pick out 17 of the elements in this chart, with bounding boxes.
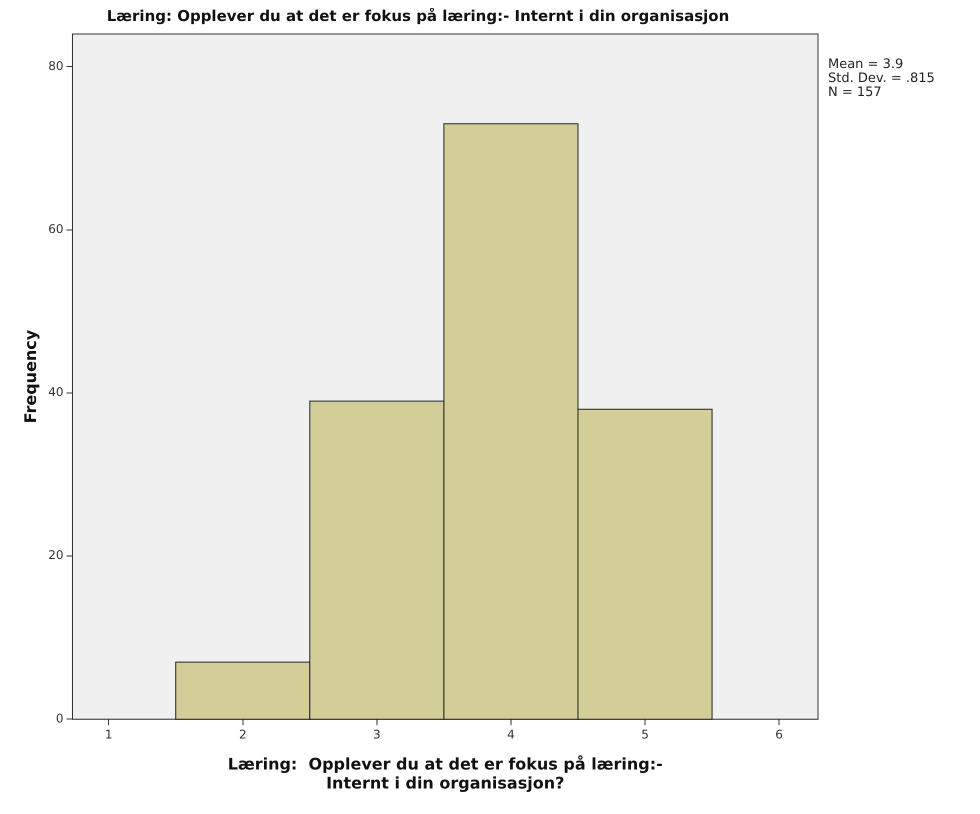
y-tick-label: 20 <box>48 548 64 562</box>
x-tick-label: 3 <box>373 728 381 742</box>
y-tick-label: 40 <box>48 385 64 400</box>
x-tick-label: 2 <box>238 728 247 742</box>
y-tick-label: 0 <box>56 711 64 726</box>
x-tick-label: 5 <box>641 728 649 742</box>
x-tick-label: 1 <box>104 728 112 742</box>
text: N = 157 <box>828 85 883 100</box>
y-tick-label: 80 <box>48 58 64 73</box>
x-tick-label: 4 <box>507 728 515 742</box>
text: Mean = 3.9 <box>828 57 904 72</box>
text: Std. Dev. = .815 <box>828 71 935 86</box>
y-tick-label: 60 <box>48 222 64 236</box>
x-axis-title: Læring: Opplever du at det er fokus på læring:- Internt i din organisasjon? <box>228 754 663 793</box>
x-tick-label: 6 <box>775 728 783 742</box>
y-axis-title: Frequency <box>20 329 40 424</box>
chart-title: Læring: Opplever du at det er fokus på læring:- Internt i din organisasjon <box>106 6 730 25</box>
